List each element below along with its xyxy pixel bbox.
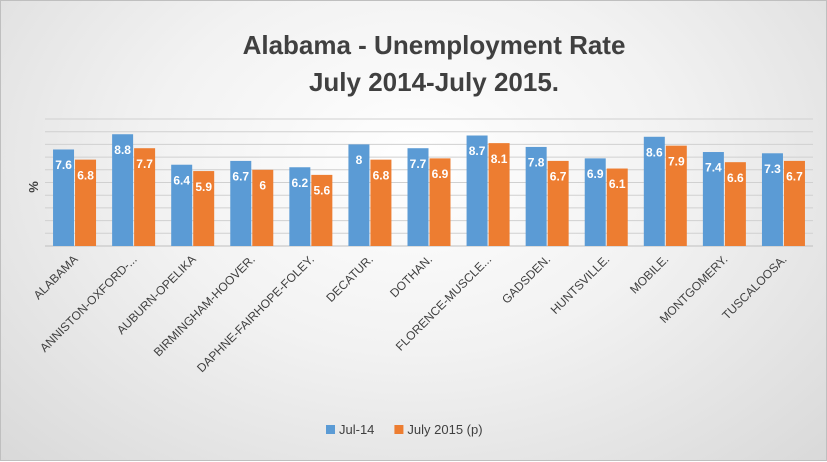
- legend-entry: Jul-14: [339, 422, 374, 437]
- x-tick-label: GADSDEN.: [499, 252, 553, 306]
- bar: [230, 160, 252, 246]
- bar: [665, 145, 687, 246]
- bars: [53, 134, 805, 246]
- data-label: 8.8: [114, 143, 131, 157]
- x-tick-label: ALABAMA: [31, 252, 81, 302]
- bar: [724, 162, 746, 246]
- bar: [53, 149, 75, 246]
- data-label: 6.1: [609, 177, 626, 191]
- category-tick-labels: ALABAMAANNISTON-OXFORD-...AUBURN-OPELIKA…: [31, 252, 790, 375]
- legend-swatch: [394, 425, 404, 434]
- bar: [289, 167, 311, 246]
- data-label: 7.7: [410, 157, 427, 171]
- data-label: 7.4: [705, 161, 722, 175]
- data-label: 7.9: [668, 154, 685, 168]
- bar: [171, 164, 193, 246]
- data-label: 8.6: [646, 145, 663, 159]
- bar: [761, 153, 783, 246]
- data-label: 7.8: [528, 156, 545, 170]
- bar: [643, 136, 665, 246]
- data-label: 6.8: [77, 168, 94, 182]
- bar: [134, 148, 156, 246]
- data-labels: 7.6 6.8 8.8 7.7 6.4 5.9 6.7 6 6.2 5.6 8 6.8 7.7 6.9 8.…: [55, 143, 803, 198]
- x-tick-label: FLORENCE-MUSCLE...: [393, 252, 494, 353]
- x-tick-label: ANNISTON-OXFORD-...: [37, 252, 140, 355]
- bar: [783, 160, 805, 246]
- legend-swatch: [326, 425, 335, 434]
- bar: [112, 134, 134, 246]
- chart-title: Alabama - Unemployment Rate: [243, 30, 626, 60]
- data-label: 6.9: [432, 167, 449, 181]
- y-axis-label: %: [26, 181, 41, 193]
- bar: [193, 171, 215, 246]
- bar: [370, 159, 392, 246]
- bar: [252, 169, 274, 246]
- x-tick-label: HUNTSVILLE.: [548, 252, 613, 317]
- x-tick-label: DECATUR.: [323, 252, 376, 305]
- data-label: 5.9: [195, 180, 212, 194]
- bar: [606, 168, 628, 246]
- bar: [488, 143, 510, 246]
- bar: [584, 158, 606, 246]
- data-label: 6.4: [173, 173, 190, 187]
- x-tick-label: BIRMINGHAM-HOOVER.: [151, 252, 258, 359]
- data-label: 7.6: [55, 158, 72, 172]
- data-label: 6.7: [786, 170, 803, 184]
- legend: Jul-14 July 2015 (p): [326, 422, 483, 437]
- bar: [407, 148, 429, 246]
- x-tick-label: DAPHNE-FAIRHOPE-FOLEY.: [194, 252, 317, 375]
- bar: [466, 135, 488, 246]
- data-label: 8.7: [469, 144, 486, 158]
- bar: [525, 146, 547, 246]
- legend-entry: July 2015 (p): [407, 422, 482, 437]
- data-label: 6.9: [587, 167, 604, 181]
- data-label: 6.7: [232, 170, 249, 184]
- bar: [75, 159, 97, 246]
- x-tick-label: DOTHAN.: [387, 252, 435, 300]
- chart-subtitle: July 2014-July 2015.: [309, 67, 559, 97]
- data-label: 8: [356, 153, 363, 167]
- bar: [311, 174, 333, 246]
- bar: [547, 160, 569, 246]
- grid-lines: [45, 118, 813, 247]
- bar: [702, 152, 724, 246]
- data-label: 6.2: [292, 176, 309, 190]
- data-label: 6: [259, 178, 266, 192]
- data-label: 5.6: [314, 184, 331, 198]
- bar: [348, 144, 370, 246]
- data-label: 7.7: [136, 157, 153, 171]
- data-label: 8.1: [491, 152, 508, 166]
- data-label: 6.8: [373, 168, 390, 182]
- data-label: 7.3: [764, 162, 781, 176]
- data-label: 6.6: [727, 171, 744, 185]
- data-label: 6.7: [550, 170, 567, 184]
- x-tick-label: MOBILE.: [627, 252, 671, 296]
- bar: [429, 158, 451, 246]
